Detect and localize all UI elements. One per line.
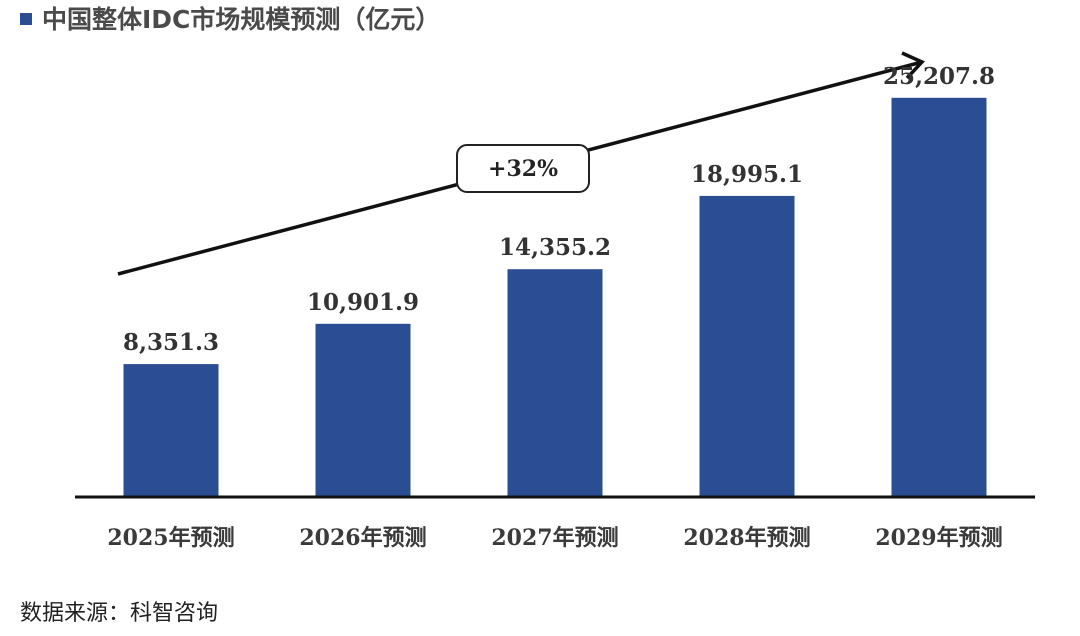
growth-rate-box bbox=[456, 144, 590, 193]
bars bbox=[123, 97, 987, 497]
x-tick-label-2025年预测: 2025年预测 bbox=[107, 525, 234, 551]
x-tick-label-2028年预测: 2028年预测 bbox=[683, 525, 810, 551]
bar-2026年预测 bbox=[315, 323, 411, 496]
trend-arrow-head bbox=[901, 51, 925, 80]
bar-2028年预测 bbox=[699, 195, 795, 496]
data-label-2025年预测: 8,351.3 bbox=[123, 329, 219, 356]
data-label-2028年预测: 18,995.1 bbox=[691, 161, 803, 188]
bar-2029年预测 bbox=[891, 97, 987, 497]
x-tick-label-2026年预测: 2026年预测 bbox=[299, 525, 426, 551]
x-tick-label-2029年预测: 2029年预测 bbox=[875, 525, 1002, 551]
bar-2027年预测 bbox=[507, 269, 603, 496]
data-label-2029年预测: 25,207.8 bbox=[883, 63, 995, 90]
value-labels: 8,351.3 10,901.9 14,355.2 18,995.1 25,207.8 bbox=[123, 63, 995, 356]
x-axis-tick-labels: 2025年预测 2026年预测 2027年预测 2028年预测 2029年预测 bbox=[107, 525, 1002, 551]
x-tick-label-2027年预测: 2027年预测 bbox=[491, 525, 618, 551]
bar-2025年预测 bbox=[123, 364, 219, 496]
legend-swatch bbox=[20, 13, 32, 25]
trend-arrow: +32% bbox=[117, 51, 925, 276]
legend: 中国整体IDC市场规模预测（亿元） bbox=[20, 5, 440, 34]
legend-label: 中国整体IDC市场规模预测（亿元） bbox=[42, 5, 440, 34]
data-label-2027年预测: 14,355.2 bbox=[499, 234, 611, 261]
growth-rate-label: +32% bbox=[488, 156, 558, 182]
data-label-2026年预测: 10,901.9 bbox=[307, 289, 419, 316]
source-note: 数据来源：科智咨询 bbox=[20, 601, 218, 626]
